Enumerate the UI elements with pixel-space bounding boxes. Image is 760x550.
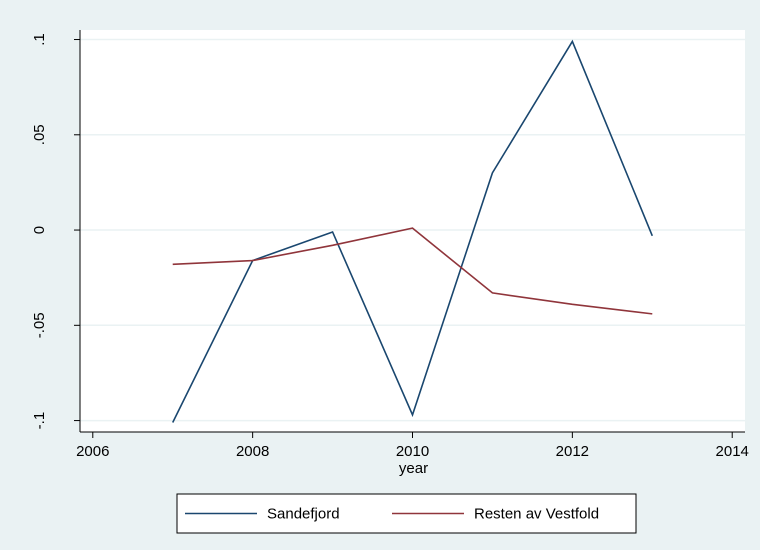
legend-label: Resten av Vestfold: [474, 505, 599, 522]
x-tick-label: 2006: [76, 443, 109, 460]
y-tick-label: .1: [31, 33, 48, 46]
y-tick-label: -.1: [31, 412, 48, 430]
x-tick-label: 2014: [716, 443, 749, 460]
y-tick-label: 0: [31, 226, 48, 234]
legend-label: Sandefjord: [267, 505, 340, 522]
x-tick-label: 2008: [236, 443, 269, 460]
y-tick-label: .05: [31, 124, 48, 145]
x-tick-label: 2010: [396, 443, 429, 460]
plot-area: [80, 30, 745, 432]
y-tick-label: -.05: [31, 312, 48, 338]
x-tick-label: 2012: [556, 443, 589, 460]
series-line: [172, 227, 653, 315]
x-axis-label: year: [399, 460, 428, 477]
